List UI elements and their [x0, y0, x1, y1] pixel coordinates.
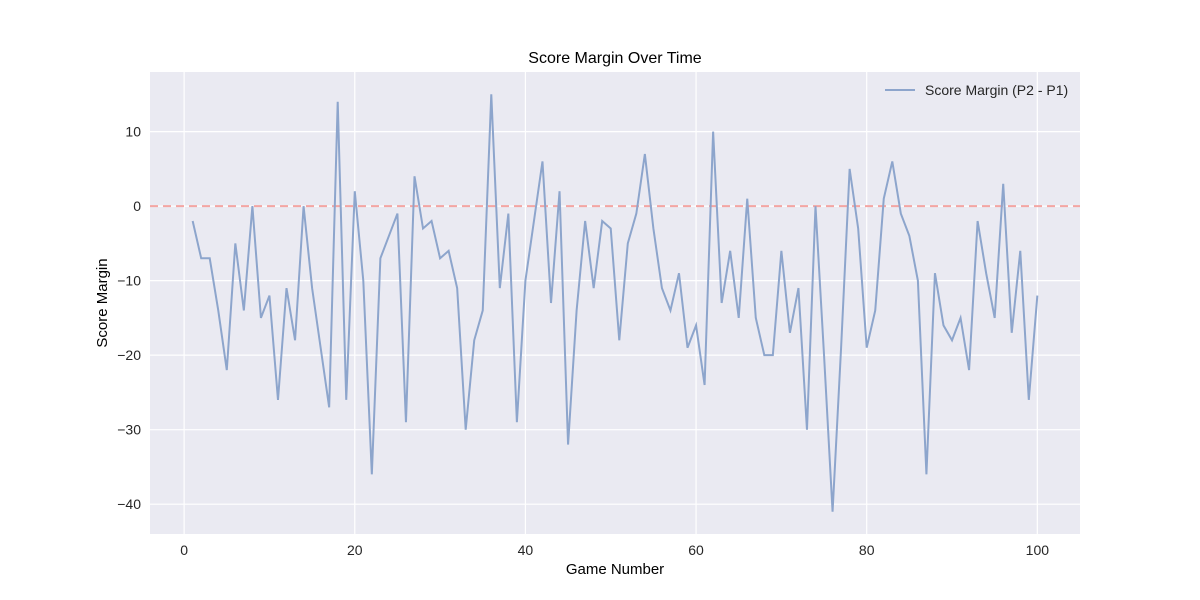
y-tick-label: 10 — [125, 124, 141, 140]
series-layer — [191, 94, 1039, 512]
y-tick-label: −30 — [117, 422, 141, 438]
y-axis-label: Score Margin — [94, 258, 111, 347]
y-tick-label: −20 — [117, 347, 141, 363]
series-line-score-margin — [191, 94, 1039, 512]
y-tick-label: −40 — [117, 496, 141, 512]
y-tick-label: −10 — [117, 273, 141, 289]
x-axis-label: Game Number — [566, 561, 664, 578]
x-tick-label: 20 — [347, 542, 363, 558]
x-tick-label: 80 — [859, 542, 875, 558]
chart-title: Score Margin Over Time — [528, 50, 701, 67]
y-tick-label: 0 — [133, 198, 141, 214]
x-tick-label: 100 — [1026, 542, 1050, 558]
x-tick-label: 0 — [180, 542, 188, 558]
x-tick-label: 60 — [688, 542, 704, 558]
x-tick-label: 40 — [518, 542, 534, 558]
x-axis-ticks: 0 20 40 60 80 100 — [180, 542, 1049, 558]
legend: Score Margin (P2 - P1) — [885, 82, 1068, 98]
y-axis-ticks: −40 −30 −20 −10 0 10 — [117, 124, 141, 513]
legend-label: Score Margin (P2 - P1) — [925, 82, 1068, 98]
